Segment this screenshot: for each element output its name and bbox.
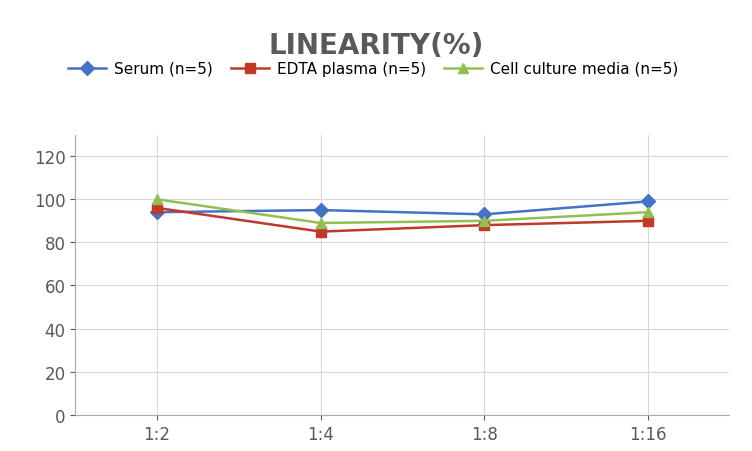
Legend: Serum (n=5), EDTA plasma (n=5), Cell culture media (n=5): Serum (n=5), EDTA plasma (n=5), Cell cul… [68,62,678,77]
Line: Serum (n=5): Serum (n=5) [152,197,653,220]
EDTA plasma (n=5) [643,219,652,224]
Cell culture media (n=5) [153,197,162,202]
EDTA plasma (n=5) [316,230,325,235]
EDTA plasma (n=5) [480,223,489,228]
EDTA plasma (n=5) [153,206,162,211]
Line: EDTA plasma (n=5): EDTA plasma (n=5) [152,203,653,237]
Line: Cell culture media (n=5): Cell culture media (n=5) [152,195,653,228]
Serum (n=5) [153,210,162,216]
Cell culture media (n=5) [643,210,652,216]
Text: LINEARITY(%): LINEARITY(%) [268,32,484,60]
Serum (n=5) [480,212,489,217]
Serum (n=5) [643,199,652,205]
Cell culture media (n=5) [480,219,489,224]
Cell culture media (n=5) [316,221,325,226]
Serum (n=5) [316,208,325,213]
